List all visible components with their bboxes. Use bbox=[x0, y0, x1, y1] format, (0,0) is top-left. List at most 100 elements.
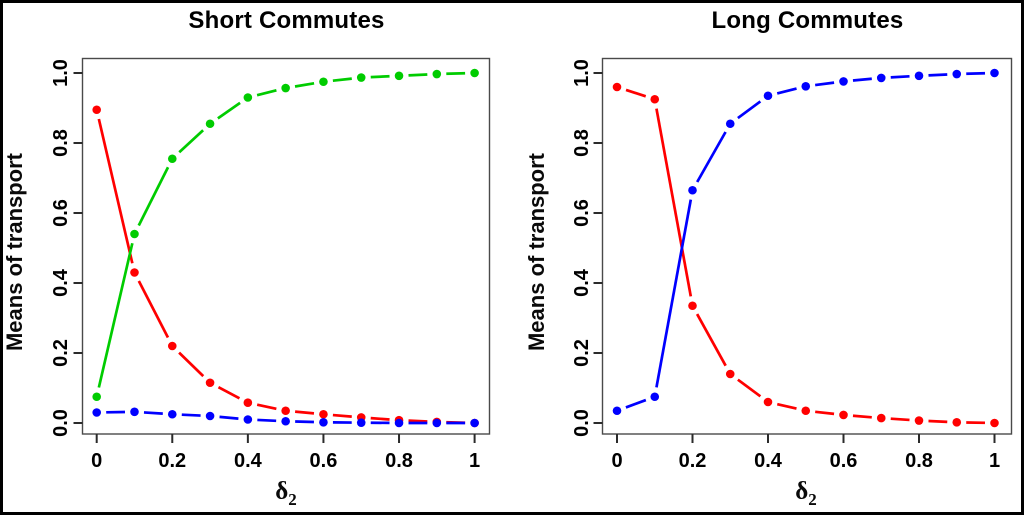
data-point bbox=[688, 301, 697, 311]
data-point bbox=[394, 418, 404, 428]
data-point bbox=[914, 71, 924, 81]
y-tick-label: 0.0 bbox=[50, 409, 72, 437]
data-point bbox=[952, 418, 962, 427]
x-axis-label-left: δ2 bbox=[83, 478, 489, 510]
line-segment bbox=[256, 403, 277, 411]
line-segment bbox=[625, 398, 647, 409]
line-segment bbox=[219, 415, 239, 420]
delta-symbol: δ bbox=[795, 478, 809, 505]
data-point bbox=[130, 229, 139, 239]
line-segment bbox=[178, 129, 205, 154]
x-tick-label: 0.6 bbox=[310, 450, 338, 472]
data-point bbox=[243, 415, 253, 424]
data-point bbox=[130, 268, 139, 277]
line-segment bbox=[370, 74, 390, 79]
line-segment bbox=[655, 199, 693, 388]
line-segment bbox=[294, 410, 315, 415]
x-tick-label: 0 bbox=[611, 450, 622, 472]
x-tick-label: 0.4 bbox=[234, 450, 263, 472]
y-tick-label: 0.4 bbox=[571, 268, 593, 297]
line-segment bbox=[143, 411, 163, 415]
data-point bbox=[243, 93, 253, 102]
data-point bbox=[612, 82, 622, 92]
line-segment bbox=[294, 81, 315, 88]
line-segment bbox=[370, 416, 390, 421]
y-tick-label: 0.4 bbox=[50, 268, 72, 297]
blue-series bbox=[612, 68, 999, 416]
data-point bbox=[470, 68, 479, 78]
line-segment bbox=[776, 87, 797, 95]
y-tick-label: 1.0 bbox=[571, 59, 593, 87]
blue-series bbox=[92, 407, 479, 428]
data-point bbox=[281, 83, 290, 93]
data-point bbox=[952, 69, 962, 79]
data-point bbox=[319, 77, 328, 87]
data-point bbox=[130, 407, 139, 417]
line-segment bbox=[625, 88, 647, 98]
data-point bbox=[205, 411, 215, 421]
data-point bbox=[612, 406, 622, 416]
line-segment bbox=[737, 378, 762, 398]
data-point bbox=[281, 406, 290, 416]
data-point bbox=[725, 369, 735, 379]
x-tick-label: 1 bbox=[469, 450, 480, 472]
y-tick-label: 0.2 bbox=[571, 339, 593, 367]
line-segment bbox=[890, 417, 910, 422]
green-series bbox=[92, 68, 479, 402]
line-segment bbox=[852, 77, 872, 82]
red-series bbox=[92, 105, 479, 428]
data-point bbox=[167, 409, 177, 419]
data-point bbox=[92, 408, 101, 417]
line-segment bbox=[332, 413, 352, 418]
line-segment bbox=[332, 77, 352, 83]
y-tick-label: 0.8 bbox=[571, 129, 593, 157]
x-tick-label: 0.2 bbox=[679, 450, 707, 472]
y-tick-label: 0.8 bbox=[50, 129, 72, 157]
data-point bbox=[432, 418, 442, 428]
line-segment bbox=[852, 414, 872, 419]
line-segment bbox=[97, 242, 134, 388]
data-point bbox=[876, 413, 886, 423]
x-tick-label: 0 bbox=[91, 450, 102, 472]
data-point bbox=[990, 68, 999, 78]
line-segment bbox=[446, 71, 466, 76]
y-tick-label: 0.2 bbox=[50, 339, 72, 367]
data-point bbox=[394, 71, 404, 81]
data-point bbox=[839, 410, 848, 420]
data-point bbox=[356, 73, 366, 82]
data-point bbox=[319, 418, 328, 427]
line-segment bbox=[137, 280, 170, 339]
line-segment bbox=[257, 418, 277, 423]
line-segment bbox=[815, 410, 835, 416]
data-point bbox=[650, 392, 660, 402]
line-segment bbox=[814, 81, 835, 87]
line-segment bbox=[928, 73, 948, 77]
data-point bbox=[281, 416, 290, 426]
delta-subscript: 2 bbox=[808, 490, 817, 509]
panel-title-short-commutes: Short Commutes bbox=[188, 7, 385, 34]
panel-long-commutes: 0 0.2 0.4 0.6 0.8 1 0.0 0.2 0.4 0.6 0.8 1.0 bbox=[571, 57, 1013, 472]
data-point bbox=[356, 418, 366, 427]
y-axis-label-left: Means of transport bbox=[2, 152, 27, 352]
line-segment bbox=[217, 385, 241, 400]
x-tick-label: 0.4 bbox=[754, 450, 783, 472]
data-point bbox=[801, 406, 811, 416]
x-tick-label: 0.6 bbox=[830, 450, 858, 472]
data-point bbox=[92, 392, 101, 402]
line-segment bbox=[695, 313, 727, 367]
data-point bbox=[205, 119, 215, 129]
y-tick-label: 0.6 bbox=[50, 199, 72, 227]
data-point bbox=[876, 73, 886, 83]
line-segment bbox=[408, 419, 428, 423]
data-point bbox=[763, 91, 773, 101]
data-point bbox=[470, 418, 479, 428]
line-segment bbox=[97, 118, 134, 264]
panel-title-long-commutes: Long Commutes bbox=[711, 7, 904, 34]
line-segment bbox=[776, 402, 797, 410]
data-point bbox=[432, 69, 442, 79]
line-segment bbox=[178, 351, 205, 378]
plot-box bbox=[601, 57, 1013, 435]
line-segment bbox=[928, 419, 948, 424]
